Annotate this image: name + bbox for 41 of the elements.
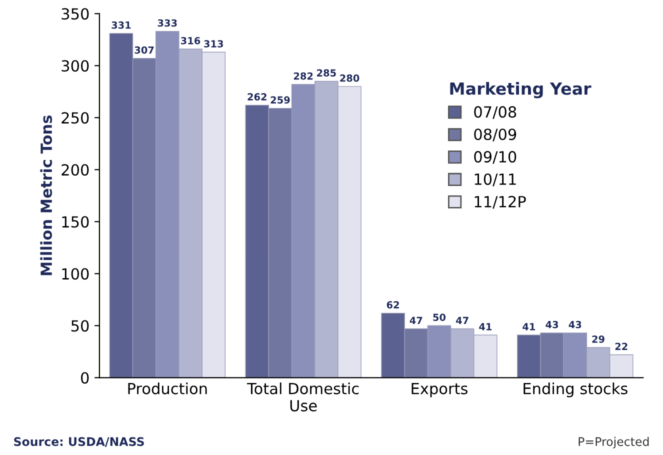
data-label: 43 (568, 320, 582, 328)
x-tick-label: Total Domestic Use (247, 382, 359, 412)
y-tick-label: 50 (71, 320, 89, 332)
data-label: 29 (592, 335, 604, 343)
legend-label: 10/11 (474, 173, 516, 186)
data-label: 282 (294, 72, 313, 80)
legend-label: 11/12P (474, 196, 526, 209)
data-label: 50 (433, 314, 446, 321)
data-label: 331 (112, 21, 131, 29)
data-label: 333 (158, 19, 177, 27)
legend-label: 08/09 (474, 128, 516, 142)
legend-title: Marketing Year (450, 82, 592, 98)
data-label: 62 (386, 301, 399, 309)
data-label: 22 (615, 342, 628, 350)
data-label: 43 (546, 320, 558, 328)
data-label: 316 (181, 36, 200, 44)
y-tick-label: 150 (62, 216, 89, 228)
source-note: Source: USDA/NASS (14, 437, 144, 447)
data-label: 307 (134, 46, 154, 54)
legend-label: 07/08 (474, 106, 516, 119)
y-tick-label: 300 (62, 60, 89, 72)
x-tick-label: Exports (412, 382, 468, 398)
text: P=Projected (578, 436, 649, 448)
data-label: 280 (340, 74, 360, 82)
y-tick-label: 350 (62, 8, 89, 20)
y-tick-label: 200 (62, 164, 89, 176)
x-tick-label: Production (128, 382, 207, 394)
data-label: 285 (317, 69, 336, 77)
x-tick-label: Ending stocks (524, 382, 628, 398)
data-label: 313 (204, 40, 223, 48)
data-label: 41 (479, 323, 492, 330)
legend-label: 09/10 (474, 151, 516, 164)
data-label: 259 (270, 96, 290, 104)
data-label: 41 (522, 323, 536, 330)
y-tick-label: 0 (81, 372, 89, 384)
data-label: 47 (410, 316, 422, 324)
data-label: 47 (456, 316, 468, 324)
data-label: 262 (248, 93, 266, 101)
y-tick-label: 100 (62, 268, 89, 280)
y-tick-label: 250 (62, 112, 89, 124)
y-axis-title: Million Metric Tons (40, 116, 52, 276)
